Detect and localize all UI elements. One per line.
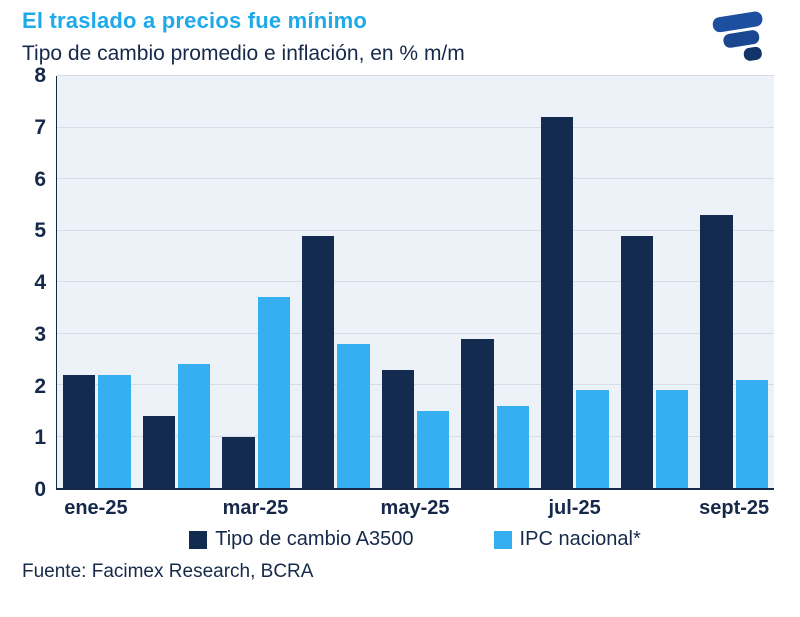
y-axis: 0 1 2 3 4 5 6 7 8 — [22, 65, 56, 501]
bar — [381, 369, 415, 488]
y-axis-tick-label: 1 — [34, 426, 46, 450]
x-axis-tick-label: ene-25 — [64, 497, 128, 519]
x-axis-tick-label — [614, 490, 694, 520]
bar-group-jun-25 — [455, 76, 535, 488]
x-axis-tick-label — [136, 490, 216, 520]
gridline — [57, 229, 774, 231]
bar — [620, 235, 654, 488]
y-axis-tick-label: 4 — [34, 271, 46, 294]
bar — [98, 374, 131, 488]
y-axis-tick-label: 5 — [34, 219, 46, 243]
y-axis-tick-label: 0 — [34, 478, 46, 501]
bar — [222, 436, 255, 488]
bar — [735, 379, 769, 488]
y-axis-tick-label: 6 — [34, 167, 46, 191]
bar — [302, 235, 335, 488]
facimex-logo — [712, 11, 763, 61]
bar — [700, 215, 733, 488]
chart-legend: Tipo de cambio A3500 IPC nacional* — [56, 528, 774, 551]
gridline — [57, 126, 774, 128]
gridline — [57, 435, 774, 437]
x-axis-tick-label: jul-25 — [548, 497, 601, 519]
x-axis-tick-label: mar-25 — [222, 497, 289, 519]
bar — [337, 343, 370, 488]
bar — [576, 390, 609, 488]
y-axis-tick-label: 7 — [34, 115, 46, 139]
bars — [57, 76, 774, 488]
plot-area — [56, 75, 774, 490]
x-axis-tick-label — [455, 490, 535, 520]
y-axis-tick-label: 2 — [34, 374, 46, 398]
gridline — [57, 178, 774, 179]
bar-group-ene-25 — [57, 76, 137, 488]
bar-group-may-25 — [376, 76, 456, 488]
bar — [461, 338, 494, 488]
x-axis: ene-25 mar-25 may-25 jul-25 sept-25 — [56, 490, 774, 520]
gridline — [57, 384, 774, 385]
bar — [417, 410, 450, 488]
bar — [257, 297, 291, 488]
bar — [541, 117, 574, 488]
legend-item-ipc-nacional: IPC nacional* — [493, 528, 641, 551]
bar-group-feb-25 — [137, 76, 217, 488]
y-axis-tick-label: 8 — [34, 64, 46, 87]
legend-swatch-dark — [189, 530, 208, 549]
bar-chart: 0 1 2 3 4 5 6 7 8 ene-25 mar-25 may-25 jul-25 sept-2… — [22, 65, 774, 520]
gridline — [57, 75, 774, 76]
chart-title: El traslado a precios fue mínimo — [22, 8, 368, 33]
bar-group-sept-25 — [694, 76, 774, 488]
bar-group-ago-25 — [615, 76, 695, 488]
legend-swatch-light — [493, 530, 512, 549]
y-axis-tick-label: 3 — [34, 322, 46, 346]
chart-row: 0 1 2 3 4 5 6 7 8 — [22, 65, 774, 501]
gridline — [57, 332, 774, 334]
bar-group-mar-25 — [216, 76, 296, 488]
bar — [63, 374, 96, 488]
source-note: Fuente: Facimex Research, BCRA — [22, 561, 314, 582]
bar — [142, 415, 176, 488]
chart-header: El traslado a precios fue mínimo Tipo de… — [22, 8, 774, 66]
x-axis-tick-label: sept-25 — [699, 497, 770, 519]
bar-group-jul-25 — [535, 76, 615, 488]
chart-subtitle: Tipo de cambio promedio e inflación, en … — [22, 42, 465, 65]
x-axis-tick-label: may-25 — [380, 497, 450, 519]
legend-item-tipo-de-cambio: Tipo de cambio A3500 — [189, 528, 414, 551]
bar — [656, 390, 689, 488]
x-axis-tick-label — [295, 490, 375, 520]
legend-label: IPC nacional* — [519, 528, 641, 550]
legend-label: Tipo de cambio A3500 — [215, 528, 414, 550]
bar — [178, 364, 211, 488]
gridline — [57, 281, 774, 282]
bar-group-abr-25 — [296, 76, 376, 488]
page: El traslado a precios fue mínimo Tipo de… — [22, 8, 774, 582]
bar — [496, 405, 530, 488]
